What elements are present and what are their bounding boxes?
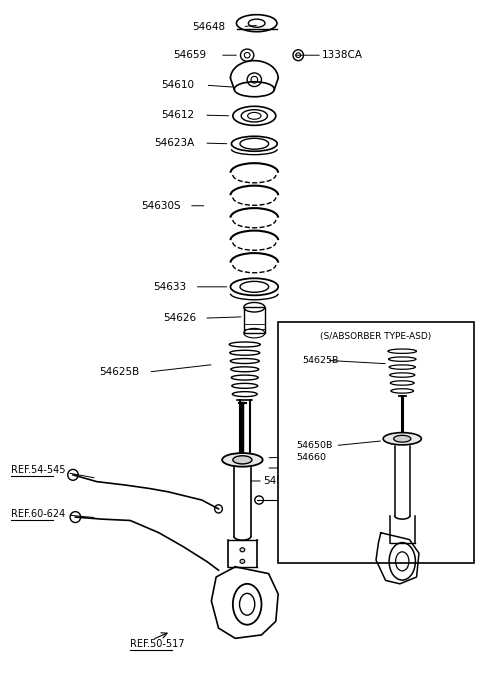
Text: REF.54-545: REF.54-545	[11, 465, 65, 475]
Ellipse shape	[222, 453, 263, 466]
Text: 54630S: 54630S	[141, 201, 180, 211]
Text: REF.50-517: REF.50-517	[130, 639, 185, 649]
Text: 54610: 54610	[162, 80, 195, 90]
Bar	[278, 321, 474, 564]
Text: REF.60-624: REF.60-624	[11, 509, 65, 518]
Text: 54650B: 54650B	[296, 441, 333, 450]
Ellipse shape	[383, 432, 421, 445]
Text: 54625B: 54625B	[99, 367, 140, 377]
Text: 54625B: 54625B	[302, 356, 338, 365]
Text: 54660: 54660	[345, 463, 378, 473]
Text: 54650B: 54650B	[345, 451, 385, 461]
Ellipse shape	[240, 560, 245, 564]
Text: 54659: 54659	[173, 50, 206, 60]
Text: 54626: 54626	[163, 313, 196, 323]
Text: 54648: 54648	[192, 22, 226, 31]
Ellipse shape	[240, 548, 245, 552]
Text: 54623A: 54623A	[155, 138, 195, 148]
Bar	[244, 307, 265, 333]
Ellipse shape	[394, 435, 411, 442]
Text: 54633: 54633	[154, 282, 187, 292]
Text: 1338CA: 1338CA	[322, 50, 363, 60]
Text: 54612: 54612	[162, 110, 195, 120]
Text: 54559: 54559	[263, 476, 296, 486]
Text: (S/ABSORBER TYPE-ASD): (S/ABSORBER TYPE-ASD)	[320, 332, 432, 341]
Text: 54645: 54645	[331, 495, 364, 505]
Ellipse shape	[233, 456, 252, 464]
Text: 54660: 54660	[296, 453, 326, 462]
